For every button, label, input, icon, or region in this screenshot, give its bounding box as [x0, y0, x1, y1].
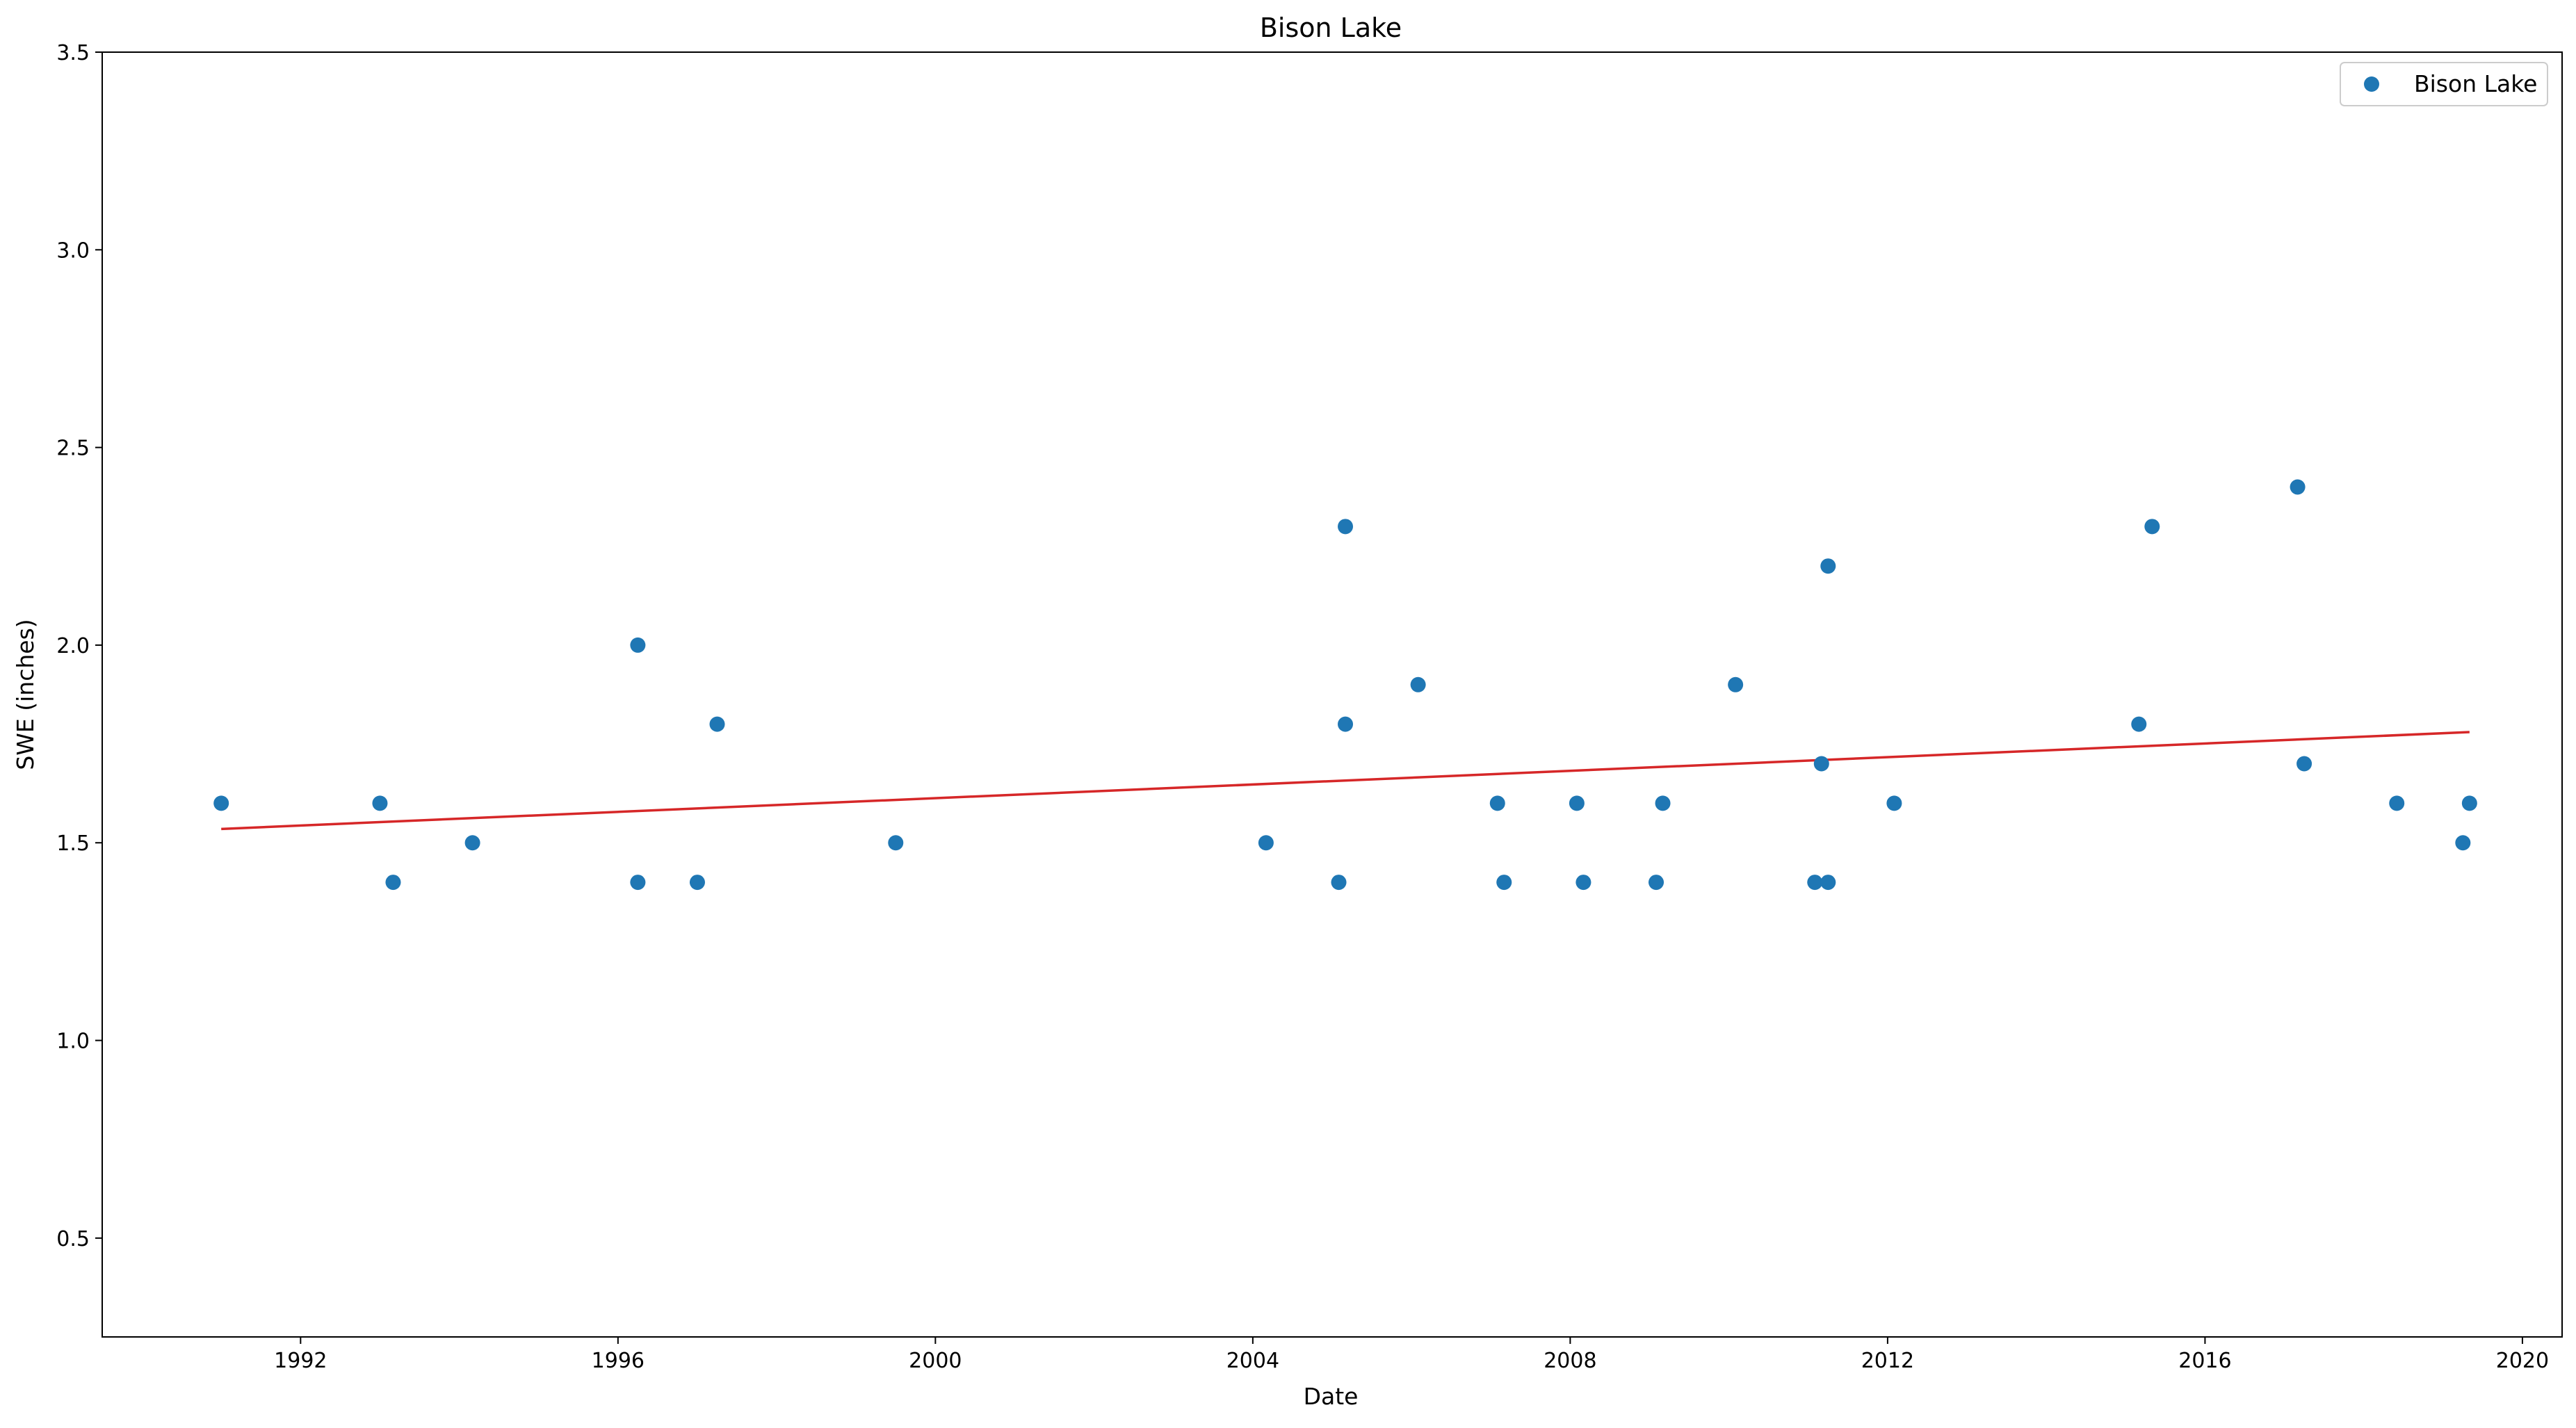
data-point — [1489, 795, 1505, 811]
x-tick-label: 2000 — [909, 1349, 962, 1373]
x-axis: 1992 1996 2000 2004 2008 2012 2016 2020 — [274, 1337, 2549, 1373]
chart-title: Bison Lake — [1260, 13, 1402, 43]
y-tick-label: 2.5 — [56, 437, 90, 461]
data-point — [1496, 875, 1512, 891]
data-point — [1655, 795, 1671, 811]
data-point — [2389, 795, 2405, 811]
plot-frame — [102, 51, 2563, 1338]
data-point — [1807, 875, 1823, 891]
data-point — [1728, 676, 1744, 692]
data-point — [2290, 479, 2306, 495]
data-point — [372, 795, 388, 811]
data-point — [1820, 875, 1836, 891]
x-tick-label: 2012 — [1861, 1349, 1914, 1373]
data-point — [1813, 756, 1829, 772]
y-tick-label: 3.0 — [56, 238, 90, 263]
x-tick-label: 2004 — [1226, 1349, 1279, 1373]
data-point — [689, 875, 705, 891]
data-point — [709, 716, 725, 732]
data-point — [1569, 795, 1585, 811]
legend-entry-label: Bison Lake — [2414, 70, 2537, 97]
x-tick-label: 2008 — [1544, 1349, 1596, 1373]
data-point — [888, 835, 904, 851]
x-tick-label: 2020 — [2496, 1349, 2549, 1373]
x-tick-label: 2016 — [2178, 1349, 2231, 1373]
y-axis-label: SWE (inches) — [12, 619, 39, 770]
data-point — [1258, 835, 1274, 851]
x-axis-label: Date — [1304, 1383, 1359, 1410]
data-point — [1410, 676, 1426, 692]
data-point — [1338, 716, 1354, 732]
data-point — [1649, 875, 1664, 891]
data-point — [2455, 835, 2471, 851]
data-point — [385, 875, 401, 891]
legend-marker — [2364, 76, 2379, 92]
data-point — [630, 875, 646, 891]
data-point — [630, 637, 646, 653]
data-point — [1820, 558, 1836, 574]
y-tick-label: 3.5 — [56, 41, 90, 65]
y-tick-label: 1.0 — [56, 1030, 90, 1054]
legend-box — [2340, 62, 2548, 106]
data-point — [2461, 795, 2477, 811]
data-point — [1331, 875, 1347, 891]
x-tick-label: 1996 — [592, 1349, 645, 1373]
data-point — [1338, 519, 1354, 535]
data-point — [464, 835, 480, 851]
data-point — [2296, 756, 2312, 772]
data-point — [2131, 716, 2147, 732]
legend: Bison Lake — [2340, 62, 2548, 106]
data-point — [213, 795, 229, 811]
y-tick-label: 1.5 — [56, 831, 90, 856]
y-tick-label: 0.5 — [56, 1227, 90, 1251]
data-point — [1886, 795, 1902, 811]
data-point — [2144, 519, 2160, 535]
y-axis: 0.5 1.0 1.5 2.0 2.5 3.0 3.5 — [56, 41, 102, 1251]
x-tick-label: 1992 — [274, 1349, 327, 1373]
y-tick-label: 2.0 — [56, 634, 90, 658]
data-point — [1575, 875, 1591, 891]
plot-content — [213, 479, 2477, 891]
trend-line — [221, 731, 2470, 831]
